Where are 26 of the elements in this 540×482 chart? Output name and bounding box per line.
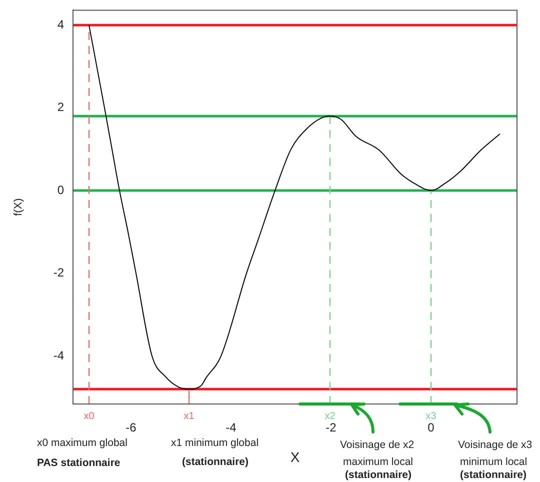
y-tick-label: -2: [53, 266, 64, 280]
y-tick-label: 2: [57, 100, 64, 114]
text: minimum local: [460, 455, 528, 469]
text: PAS stationnaire: [37, 456, 120, 470]
x-tick-label: -6: [126, 420, 137, 435]
text: (stationnaire): [182, 455, 249, 469]
y-tick-label: 0: [57, 182, 64, 197]
text: maximum local: [343, 455, 414, 469]
ref-line-label: x1: [184, 410, 195, 422]
y-tick-label: 4: [57, 17, 64, 32]
text: x1 minimum global: [171, 436, 259, 450]
x-tick-label: -2: [326, 420, 337, 435]
text: (stationnaire): [345, 468, 412, 482]
x-tick-label: -4: [226, 420, 237, 435]
y-tick-label: -4: [53, 348, 64, 362]
text: (stationnaire): [460, 468, 527, 482]
x-axis-title: X: [290, 448, 300, 465]
y-axis-title: f(X): [12, 198, 25, 216]
ref-line-label: x2: [324, 410, 336, 422]
ref-line-label: x0: [84, 410, 95, 422]
ref-line-label: x3: [426, 410, 437, 422]
line-series: [88, 24, 500, 390]
x-tick-label: 0: [428, 420, 435, 435]
text: Voisinage de x2: [340, 438, 414, 452]
text: Voisinage de x3: [458, 438, 532, 452]
text: x0 maximum global: [37, 436, 128, 450]
